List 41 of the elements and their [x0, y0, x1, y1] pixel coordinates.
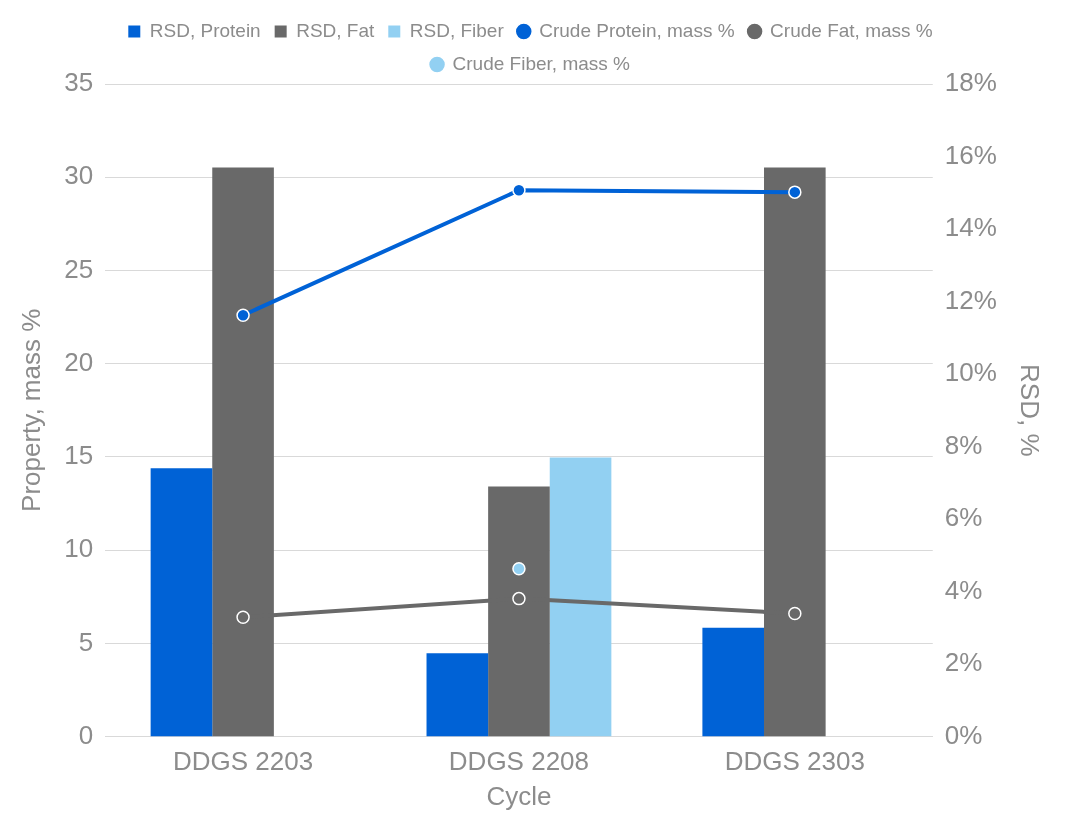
y2-tick-label: 10%	[944, 357, 997, 388]
bar	[150, 468, 213, 737]
legend-label: RSD, Fiber	[409, 19, 505, 41]
legend-label: RSD, Protein	[149, 19, 261, 41]
y-tick-label: 25	[64, 253, 94, 284]
point	[236, 610, 250, 625]
y2-tick-label: 8%	[944, 429, 983, 460]
legend-label: Crude Protein, mass %	[539, 19, 735, 41]
point	[788, 606, 802, 621]
x-tick-label: DDGS 2208	[448, 746, 590, 777]
point	[512, 562, 526, 576]
bar	[426, 653, 489, 737]
x-tick-label: DDGS 2303	[724, 746, 865, 777]
y2-tick-label: 4%	[944, 574, 983, 605]
legend-label: Crude Fat, mass %	[770, 19, 933, 41]
y2-tick-label: 12%	[944, 284, 997, 315]
y-tick-label: 10	[64, 533, 94, 564]
y-tick-label: 20	[64, 346, 94, 377]
y-tick-label: 35	[64, 67, 94, 98]
y-tick-label: 5	[78, 626, 94, 657]
y-tick-label: 30	[64, 160, 94, 191]
legend-label: RSD, Fat	[296, 19, 376, 41]
y2-axis-title: RSD, %	[1015, 364, 1046, 457]
bar	[702, 627, 765, 737]
y2-tick-label: 0%	[944, 719, 983, 750]
x-tick-label: DDGS 2203	[172, 746, 314, 777]
y-axis-title: Property, mass %	[15, 308, 46, 512]
x-axis-title: Cycle	[486, 780, 552, 811]
y2-tick-label: 16%	[944, 139, 997, 170]
point	[512, 183, 526, 198]
point	[788, 185, 802, 199]
y2-tick-label: 2%	[944, 647, 983, 678]
y-tick-label: 15	[64, 440, 94, 471]
point	[236, 308, 250, 322]
y2-tick-label: 14%	[944, 212, 997, 243]
bar	[549, 457, 612, 737]
y2-tick-label: 18%	[944, 67, 997, 98]
y-tick-label: 0	[78, 719, 94, 750]
y2-tick-label: 6%	[944, 502, 983, 533]
legend-label: Crude Fiber, mass %	[452, 52, 631, 74]
point	[512, 591, 526, 606]
